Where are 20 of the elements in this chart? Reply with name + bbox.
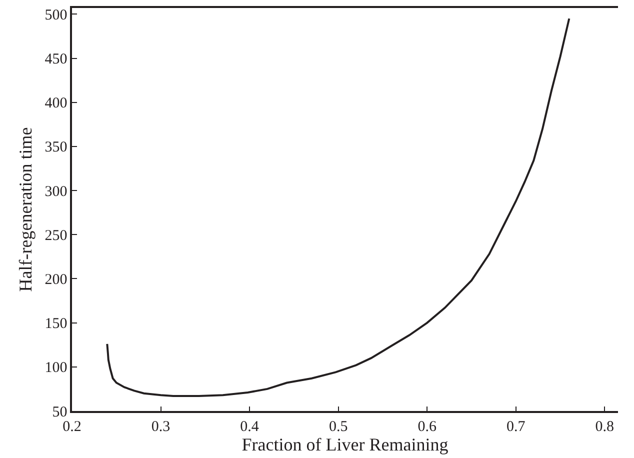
- line-series: [106, 18, 570, 398]
- x-tick-label: 0.3: [151, 418, 170, 435]
- x-tick-label: 0.4: [240, 418, 260, 435]
- x-tick-label: 0.2: [62, 418, 82, 435]
- y-tick-label: 400: [44, 96, 68, 112]
- y-tick-label: 300: [44, 184, 68, 200]
- x-tick-label: 0.8: [595, 418, 614, 435]
- x-tick-label: 0.6: [418, 418, 437, 435]
- y-tick-label: 450: [44, 52, 68, 68]
- y-axis-title: Half-regeneration time: [15, 127, 36, 292]
- y-tick-label: 50: [52, 404, 68, 420]
- x-axis-title: Fraction of Liver Remaining: [242, 434, 448, 455]
- x-tick-label: 0.5: [328, 418, 348, 435]
- y-tick-label: 250: [44, 228, 68, 244]
- y-tick-label: 350: [44, 140, 68, 156]
- y-tick-label: 150: [44, 316, 68, 332]
- x-tick-label: 0.7: [506, 418, 526, 435]
- y-tick-label: 200: [44, 272, 68, 288]
- y-tick-label: 100: [44, 360, 68, 376]
- y-tick-label: 500: [44, 7, 68, 24]
